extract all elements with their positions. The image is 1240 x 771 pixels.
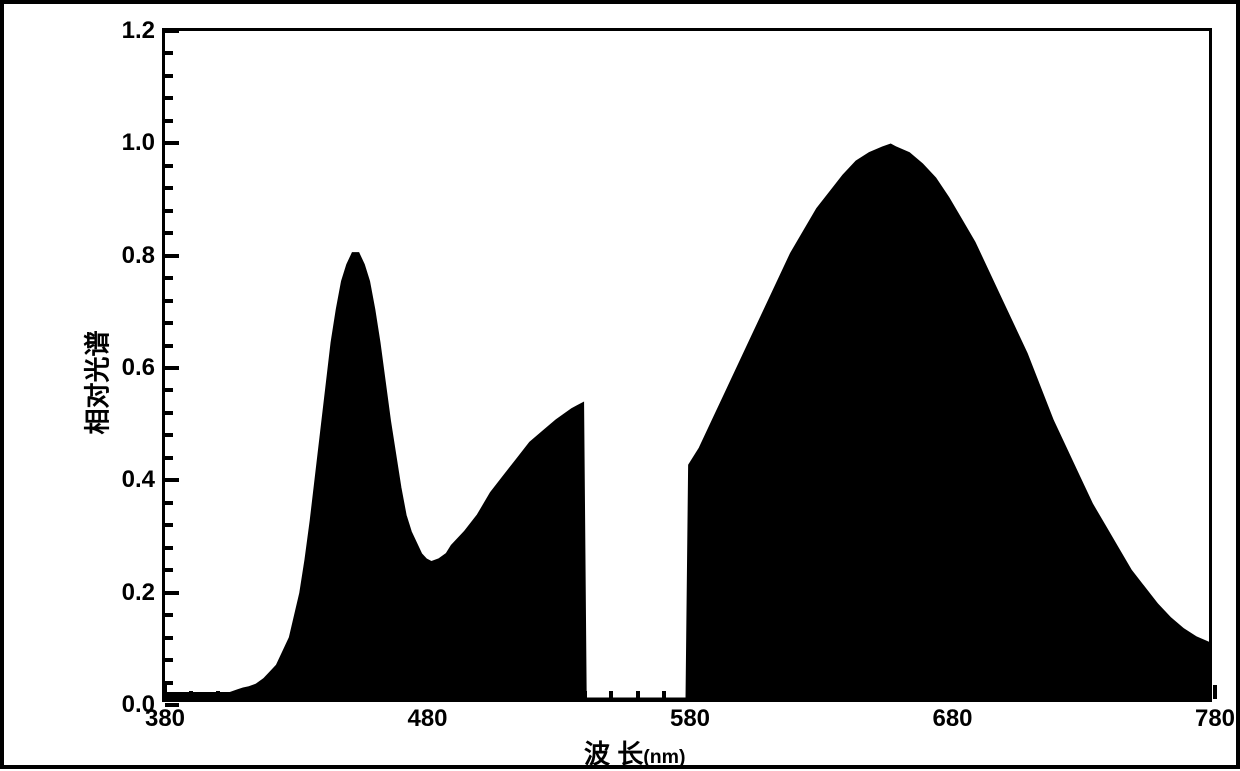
x-minor-tick xyxy=(846,691,850,699)
y-minor-tick xyxy=(165,164,173,168)
y-tick-label: 1.0 xyxy=(122,129,165,157)
y-minor-tick xyxy=(165,658,173,662)
x-axis-label-text: 波 长 xyxy=(584,739,643,769)
x-minor-tick xyxy=(1108,691,1112,699)
x-minor-tick xyxy=(504,691,508,699)
x-minor-tick xyxy=(242,691,246,699)
x-minor-tick xyxy=(1029,691,1033,699)
y-major-tick xyxy=(165,29,179,33)
y-minor-tick xyxy=(165,231,173,235)
y-minor-tick xyxy=(165,321,173,325)
y-tick-label: 1.2 xyxy=(122,17,165,45)
x-minor-tick xyxy=(268,691,272,699)
y-minor-tick xyxy=(165,501,173,505)
y-minor-tick xyxy=(165,186,173,190)
y-minor-tick xyxy=(165,209,173,213)
x-minor-tick xyxy=(714,691,718,699)
y-minor-tick xyxy=(165,299,173,303)
x-major-tick xyxy=(951,685,955,699)
y-major-tick xyxy=(165,366,179,370)
x-axis-label-unit: (nm) xyxy=(643,746,685,768)
x-minor-tick xyxy=(347,691,351,699)
x-minor-tick xyxy=(373,691,377,699)
x-minor-tick xyxy=(767,691,771,699)
x-minor-tick xyxy=(1161,691,1165,699)
y-major-tick xyxy=(165,478,179,482)
x-minor-tick xyxy=(216,691,220,699)
y-major-tick xyxy=(165,591,179,595)
x-minor-tick xyxy=(1003,691,1007,699)
y-tick-label: 0.4 xyxy=(122,466,165,494)
x-minor-tick xyxy=(1056,691,1060,699)
y-minor-tick xyxy=(165,523,173,527)
y-minor-tick xyxy=(165,456,173,460)
y-minor-tick xyxy=(165,568,173,572)
x-minor-tick xyxy=(478,691,482,699)
y-minor-tick xyxy=(165,681,173,685)
chart-outer-frame: 0.00.20.40.60.81.01.2380480580680780 相对光… xyxy=(0,0,1240,769)
x-minor-tick xyxy=(531,691,535,699)
x-minor-tick xyxy=(1187,691,1191,699)
y-minor-tick xyxy=(165,51,173,55)
x-minor-tick xyxy=(189,691,193,699)
y-minor-tick xyxy=(165,546,173,550)
x-minor-tick xyxy=(321,691,325,699)
x-minor-tick xyxy=(1082,691,1086,699)
y-minor-tick xyxy=(165,96,173,100)
y-minor-tick xyxy=(165,119,173,123)
y-minor-tick xyxy=(165,433,173,437)
y-minor-tick xyxy=(165,388,173,392)
x-minor-tick xyxy=(583,691,587,699)
x-minor-tick xyxy=(452,691,456,699)
x-minor-tick xyxy=(872,691,876,699)
x-major-tick xyxy=(688,685,692,699)
x-major-tick xyxy=(1213,685,1217,699)
x-minor-tick xyxy=(662,691,666,699)
y-major-tick xyxy=(165,254,179,258)
x-minor-tick xyxy=(819,691,823,699)
y-tick-label: 0.6 xyxy=(122,354,165,382)
x-minor-tick xyxy=(1134,691,1138,699)
x-minor-tick xyxy=(924,691,928,699)
y-tick-label: 0.2 xyxy=(122,579,165,607)
x-minor-tick xyxy=(793,691,797,699)
y-minor-tick xyxy=(165,411,173,415)
y-minor-tick xyxy=(165,344,173,348)
y-tick-label: 0.8 xyxy=(122,242,165,270)
x-major-tick xyxy=(163,685,167,699)
y-minor-tick xyxy=(165,613,173,617)
x-tick-label: 580 xyxy=(670,699,710,733)
spectrum-area-plot xyxy=(165,31,1209,699)
x-tick-label: 380 xyxy=(145,699,185,733)
y-minor-tick xyxy=(165,74,173,78)
x-tick-label: 680 xyxy=(932,699,972,733)
x-minor-tick xyxy=(399,691,403,699)
x-tick-label: 480 xyxy=(407,699,447,733)
x-minor-tick xyxy=(557,691,561,699)
x-tick-label: 780 xyxy=(1195,699,1235,733)
y-minor-tick xyxy=(165,276,173,280)
spectrum-fill xyxy=(165,145,1209,699)
x-minor-tick xyxy=(294,691,298,699)
x-axis-label: 波 长(nm) xyxy=(584,734,685,771)
x-minor-tick xyxy=(898,691,902,699)
x-minor-tick xyxy=(609,691,613,699)
x-minor-tick xyxy=(977,691,981,699)
x-minor-tick xyxy=(741,691,745,699)
x-major-tick xyxy=(426,685,430,699)
y-major-tick xyxy=(165,141,179,145)
y-minor-tick xyxy=(165,636,173,640)
x-minor-tick xyxy=(636,691,640,699)
y-axis-label: 相对光谱 xyxy=(78,330,115,434)
chart-plot-area: 0.00.20.40.60.81.01.2380480580680780 xyxy=(162,28,1212,702)
